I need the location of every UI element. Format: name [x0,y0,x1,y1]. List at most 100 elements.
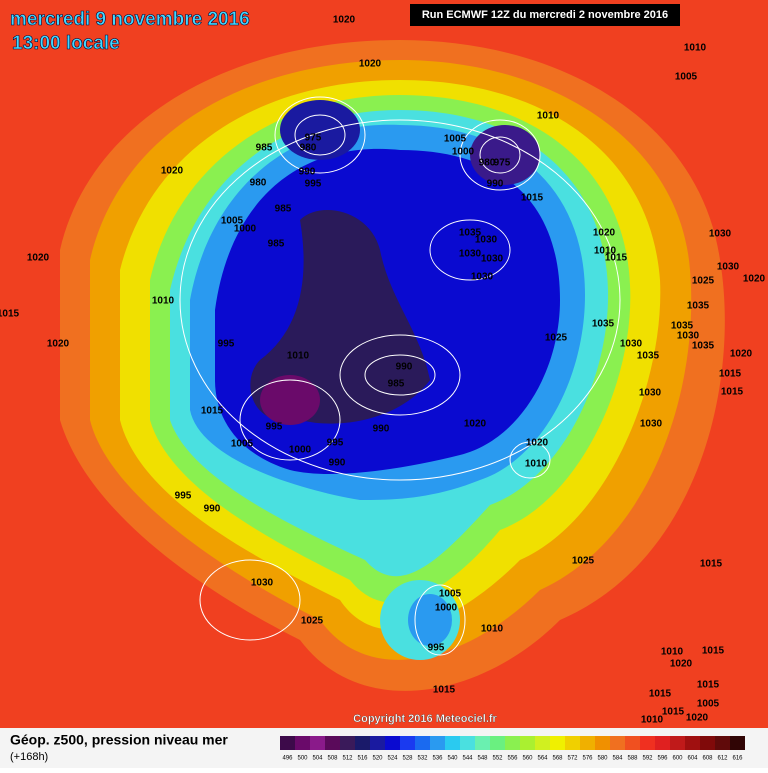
isobar-label: 975 [494,158,511,169]
colorbar-label: 560 [522,756,533,762]
isobar-label: 975 [305,133,322,144]
colorbar-swatch [625,736,640,750]
run-info: Run ECMWF 12Z du mercredi 2 novembre 201… [422,9,668,21]
colorbar-swatch [730,736,745,750]
colorbar-label: 596 [657,756,668,762]
colorbar-label: 576 [582,756,593,762]
isobar-label: 990 [373,424,390,435]
colorbar-label: 512 [342,756,353,762]
colorbar-label: 496 [282,756,293,762]
colorbar-swatch [415,736,430,750]
isobar-label: 1020 [526,438,549,449]
colorbar-label: 536 [432,756,443,762]
isobar-label: 1015 [521,193,544,204]
isobar-label: 985 [268,239,285,250]
isobar-label: 995 [305,179,322,190]
isobar-label: 1020 [47,339,70,350]
isobar-label: 1020 [333,15,356,26]
isobar-label: 1030 [475,235,498,246]
isobar-label: 1015 [662,707,685,718]
colorbar-label: 604 [687,756,698,762]
isobar-label: 1030 [251,578,274,589]
colorbar-label: 616 [732,756,743,762]
isobar-label: 1020 [593,228,616,239]
isobar-label: 1030 [640,419,663,430]
colorbar-label: 612 [717,756,728,762]
isobar-label: 1015 [0,309,20,320]
colorbar-label: 504 [312,756,323,762]
colorbar-label: 572 [567,756,578,762]
colorbar-swatch [370,736,385,750]
isobar-label: 985 [388,379,405,390]
colorbar-swatch [325,736,340,750]
isobar-label: 985 [256,143,273,154]
isobar-label: 1015 [201,406,224,417]
isobar-label: 1010 [287,351,310,362]
colorbar-label: 548 [477,756,488,762]
colorbar-label: 544 [462,756,473,762]
isobar-label: 1025 [301,616,324,627]
colorbar-swatch [610,736,625,750]
isobar-label: 1020 [686,713,709,724]
isobar-label: 1030 [639,388,662,399]
isobar-label: 1005 [697,699,720,710]
isobar-label: 1030 [717,262,740,273]
isobar-label: 1010 [537,111,560,122]
isobar-label: 1035 [687,301,710,312]
isobar-label: 995 [327,438,344,449]
isobar-label: 990 [299,167,316,178]
colorbar-label: 500 [297,756,308,762]
colorbar-swatch [670,736,685,750]
isobar-label: 1015 [719,369,742,380]
isobar-label: 990 [487,179,504,190]
isobar-label: 1010 [152,296,175,307]
isobar-label: 1030 [709,229,732,240]
isobar-label: 1005 [231,439,254,450]
colorbar-swatch [385,736,400,750]
colorbar-swatch [280,736,295,750]
isobar-label: 990 [396,362,413,373]
isobar-label: 1010 [525,459,548,470]
isobar-label: 1010 [641,715,664,726]
isobar-label: 1000 [289,445,312,456]
colorbar-label: 580 [597,756,608,762]
colorbar-label: 564 [537,756,548,762]
isobar-label: 1015 [697,680,720,691]
colorbar-label: 508 [327,756,338,762]
isobar-label: 1000 [452,147,475,158]
isobar-label: 1035 [671,321,694,332]
colorbar-swatch [475,736,490,750]
colorbar-swatch [550,736,565,750]
colorbar-label: 520 [372,756,383,762]
isobar-label: 1000 [435,603,458,614]
colorbar-label: 588 [627,756,638,762]
footer-lead: (+168h) [10,751,48,763]
isobar-label: 1020 [670,659,693,670]
isobar-label: 1025 [545,333,568,344]
map-field [0,0,768,728]
isobar-label: 1035 [592,319,615,330]
colorbar-label: 584 [612,756,623,762]
isobar-label: 1020 [743,274,766,285]
colorbar-swatch [445,736,460,750]
colorbar-swatch [310,736,325,750]
colorbar-swatch [640,736,655,750]
isobar-label: 995 [266,422,283,433]
colorbar-swatch [700,736,715,750]
isobar-label: 1015 [702,646,725,657]
map-time: 13:00 locale [12,33,120,54]
copyright: Copyright 2016 Meteociel.fr [353,713,497,725]
colorbar-swatch [715,736,730,750]
isobar-label: 1015 [649,689,672,700]
isobar-label: 1030 [620,339,643,350]
colorbar-swatch [340,736,355,750]
colorbar-label: 516 [357,756,368,762]
colorbar-swatch [595,736,610,750]
colorbar-swatch [490,736,505,750]
isobar-label: 1030 [481,254,504,265]
footer-title: Géop. z500, pression niveau mer [10,732,228,748]
colorbar-swatch [685,736,700,750]
isobar-label: 1030 [677,331,700,342]
isobar-label: 1005 [439,589,462,600]
